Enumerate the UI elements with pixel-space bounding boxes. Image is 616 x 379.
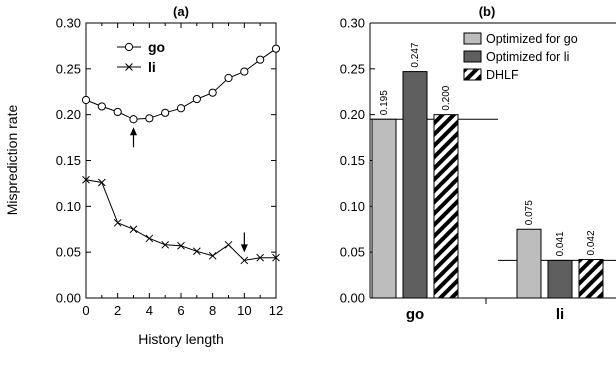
bar-value-label: 0.075	[524, 200, 535, 225]
series-li-point	[82, 175, 90, 184]
panel-b-y-tick-label: 0.15	[340, 153, 365, 168]
panel-a-y-tick-label: 0.20	[56, 107, 81, 122]
panel-b-y-axis: 0.00 0.05 0.10 0.15 0.20 0.25 0.30	[340, 16, 375, 306]
panel-b-legend: Optimized for go Optimized for li DHLF	[463, 32, 578, 82]
category-label-li: li	[556, 306, 564, 323]
bar-go-0	[371, 118, 397, 298]
arrow-li-optimum-head	[240, 244, 248, 253]
legend-swatch-dhlf	[463, 68, 482, 81]
panel-a-x-tick-label: 12	[269, 303, 283, 318]
bar-li-2	[578, 259, 604, 298]
series-li-point	[97, 178, 106, 187]
series-go-point	[161, 108, 170, 117]
bar-value-label: 0.041	[555, 231, 566, 256]
panel-b-bar-chart: (b) 0.000.050.100.150.200.250.30 0.1950.…	[340, 4, 616, 323]
series-li-point	[113, 218, 122, 227]
bar-li-1	[547, 259, 573, 298]
category-label-go: go	[406, 306, 424, 323]
series-li-point	[224, 240, 233, 249]
series-go-point	[81, 95, 91, 105]
panel-a-y-tick-label: 0.30	[56, 16, 81, 31]
bar-go-2	[433, 114, 459, 298]
panel-b-y-tick-label: 0.05	[340, 245, 365, 260]
bar-value-label: 0.200	[441, 85, 452, 110]
arrow-go-optimum-head	[130, 127, 137, 136]
legend-label-optimized-go: Optimized for go	[486, 32, 578, 46]
panel-b-y-tick-label: 0.25	[340, 61, 365, 76]
panel-b-y-tick-label: 0.00	[340, 291, 365, 306]
panel-a-y-tick-label: 0.05	[56, 245, 81, 260]
panel-a-series	[81, 44, 281, 265]
panel-a-y-axis-title: Misprediction rate	[4, 105, 20, 216]
series-li-point	[129, 225, 138, 234]
panel-b-bars: 0.195 0.247 0.200 0.075 0.041 0.042	[370, 42, 616, 298]
panel-a-x-tick-label: 8	[209, 303, 216, 318]
panel-a-x-tick-label: 6	[177, 303, 184, 318]
panel-b-category-labels: go li	[406, 306, 564, 323]
panel-a-x-axis: 0 2 4 6 8 10 12	[82, 23, 283, 318]
panel-a-line-chart: (a) 0.00 0.05 0.10 0.15 0.20 0.25 0.30 0 2 4 6 8 10…	[4, 4, 283, 347]
legend-go-marker	[124, 42, 134, 52]
series-li-point	[192, 247, 201, 256]
panel-a-y-tick-label: 0.15	[56, 153, 81, 168]
series-li-point	[161, 240, 170, 249]
series-li-point	[240, 256, 249, 265]
panel-a-legend: go li	[117, 39, 165, 75]
bar-value-label: 0.042	[586, 230, 597, 255]
panel-a-x-tick-label: 0	[82, 303, 89, 318]
series-go-point	[176, 104, 186, 113]
legend-swatch-optimized-go	[463, 32, 482, 45]
panel-b-y-tick-label: 0.10	[340, 199, 365, 214]
series-li-point	[177, 241, 185, 250]
panel-a-y-tick-label: 0.25	[56, 61, 81, 76]
legend-label-dhlf: DHLF	[486, 68, 519, 82]
panel-b-axis-lines	[369, 22, 616, 304]
legend-swatch-optimized-li	[463, 50, 482, 63]
legend-go-label: go	[148, 39, 165, 55]
legend-label-optimized-li: Optimized for li	[486, 50, 569, 64]
panel-a-y-tick-label: 0.00	[56, 291, 81, 306]
series-li-point	[256, 253, 265, 262]
panel-a-x-tick-label: 4	[146, 303, 153, 318]
bar-li-0	[516, 228, 542, 298]
panel-b-title: (b)	[479, 4, 496, 19]
legend-li-label: li	[148, 59, 156, 75]
series-go-point	[145, 114, 154, 123]
panel-a-x-tick-label: 10	[237, 303, 251, 318]
bar-value-label: 0.195	[379, 90, 390, 115]
panel-a-y-axis: 0.00 0.05 0.10 0.15 0.20 0.25 0.30	[56, 16, 276, 306]
panel-b-y-tick-label: 0.30	[340, 16, 365, 31]
series-li-point	[272, 253, 280, 262]
legend-li-marker	[125, 63, 133, 71]
series-li-point	[208, 251, 217, 260]
series-go-point	[97, 102, 106, 111]
panel-a-y-tick-label: 0.10	[56, 199, 81, 214]
series-go-point	[113, 107, 122, 117]
panel-a-title: (a)	[173, 4, 189, 19]
panel-a-x-axis-title: History length	[138, 331, 224, 347]
series-go-point	[271, 44, 281, 53]
series-go-point	[129, 115, 138, 124]
panel-b-y-tick-label: 0.20	[340, 107, 365, 122]
panel-a-x-tick-label: 2	[114, 303, 121, 318]
bar-go-1	[402, 71, 428, 298]
bar-value-label: 0.247	[410, 42, 421, 67]
series-go-point	[192, 94, 201, 104]
series-go-point	[208, 88, 217, 97]
series-go-point	[240, 67, 249, 76]
series-go-point	[256, 55, 265, 64]
series-go-point	[224, 73, 233, 83]
series-li-point	[145, 234, 154, 243]
